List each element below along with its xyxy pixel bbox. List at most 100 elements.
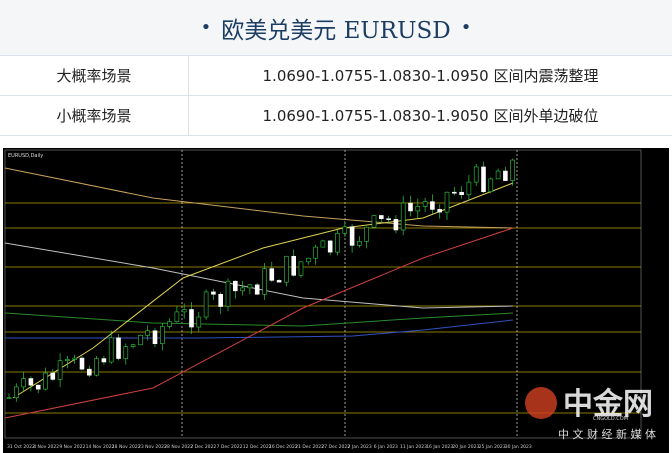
candle-body [393,219,399,231]
x-tick-label: 7 Dec 2022 [217,444,243,450]
candle-body [342,226,348,234]
candle-body [451,191,457,194]
x-tick-label: 2 Jan 2023 [348,444,372,450]
x-tick-label: 11 Jan 2023 [400,444,427,450]
candle-body [459,191,464,196]
row: 小概率场景 1.0690-1.0755-1.0830-1.9050 区间外单边破位 [0,95,672,136]
x-tick-label: 25 Jan 2023 [479,444,506,450]
candle-body [28,378,34,386]
candle-body [466,181,472,196]
x-tick-label: 28 Nov 2022 [164,444,193,450]
candle-body [196,316,202,328]
candle-body [79,357,85,370]
x-tick-label: 2 Dec 2022 [190,444,216,450]
candle-body [130,344,136,347]
candle-body [335,232,340,253]
candle-body [415,206,421,212]
candle-body [35,384,41,390]
candle-body [481,166,486,193]
candle-body [437,209,443,213]
candle-body [101,358,107,363]
candle-body [357,241,362,246]
scenario-table: 大概率场景 1.0690-1.0755-1.0830-1.0950 区间内震荡整理… [0,55,672,136]
x-tick-label: 23 Nov 2022 [138,444,167,450]
cell: 小概率场景 [0,95,189,136]
candle-body [284,255,289,283]
candle-body [218,293,223,307]
row: 大概率场景 1.0690-1.0755-1.0830-1.0950 区间内震荡整理 [0,55,672,96]
candle-body [364,226,370,242]
candle-body [174,311,180,323]
candle-body [298,261,304,276]
plot-frame [4,149,642,439]
x-tick-label: 27 Dec 2022 [321,444,350,450]
candle-body [240,287,245,292]
candle-body [349,226,355,246]
candle-body [276,280,282,283]
x-tick-label: 18 Nov 2022 [112,444,141,450]
candles [6,158,516,402]
candle-body [327,240,333,253]
candle-body [87,368,92,376]
candle-body [50,372,56,380]
candle-body [181,309,187,313]
candle-body [422,201,428,207]
candle-body [160,326,165,344]
candle-body [211,291,216,295]
candle-body [495,170,501,180]
candle-body [510,159,516,181]
cell: 1.0690-1.0755-1.0830-1.9050 区间外单边破位 [188,95,672,136]
title: 欧美兑美元 EURUSD [221,17,451,44]
candle-body [488,178,494,193]
candle-body [269,268,275,281]
chart-label: EURUSD,Daily [8,153,43,159]
watermark-brand: 中金网 [563,387,653,422]
candle-body [203,291,209,318]
candle-body [108,337,114,363]
x-tick-label: 6 Jan 2023 [374,444,398,450]
candle-body [386,218,391,221]
candle-body [57,360,63,380]
candle-body [320,240,326,248]
candle-body [503,170,508,181]
candle-body [408,202,413,212]
candle-body [254,284,260,295]
x-tick-label: 12 Dec 2022 [243,444,272,450]
candle-body [430,201,435,210]
x-tick-label: 16 Dec 2022 [269,444,298,450]
candle-body [313,246,318,259]
candle-body [378,215,384,220]
candle-body [262,268,267,295]
candle-body [400,202,406,231]
x-tick-label: 4 Nov 2022 [33,444,59,450]
candle-body [473,166,479,183]
x-tick-label: 30 Jan 2023 [505,444,532,450]
candle-body [225,280,231,307]
x-tick-label: 31 Oct 2022 [7,444,35,450]
candle-body [123,346,129,359]
candle-body [21,378,26,388]
period-separators [181,150,518,438]
candle-body [152,330,158,344]
x-tick-label: 9 Nov 2022 [59,444,85,450]
header: • 欧美兑美元 EURUSD • [0,0,672,55]
candle-body [233,280,238,292]
candle-body [189,309,194,328]
candle-body [167,321,172,327]
watermark-site: CNGOLD.COM [593,416,628,422]
cell: 1.0690-1.0755-1.0830-1.0950 区间内震荡整理 [188,55,672,96]
candle-body [444,191,450,213]
watermark-slogan: 中 文 财 经 新 媒 体 [558,427,656,441]
candle-body [6,397,12,400]
candle-body [371,215,377,228]
candle-body [43,372,48,390]
x-tick-label: 20 Jan 2023 [452,444,479,450]
x-tick-label: 21 Dec 2022 [295,444,324,450]
candle-body [72,357,77,360]
candle-body [145,330,150,336]
candle-body [138,335,143,346]
x-tick-label: 16 Jan 2023 [426,444,453,450]
